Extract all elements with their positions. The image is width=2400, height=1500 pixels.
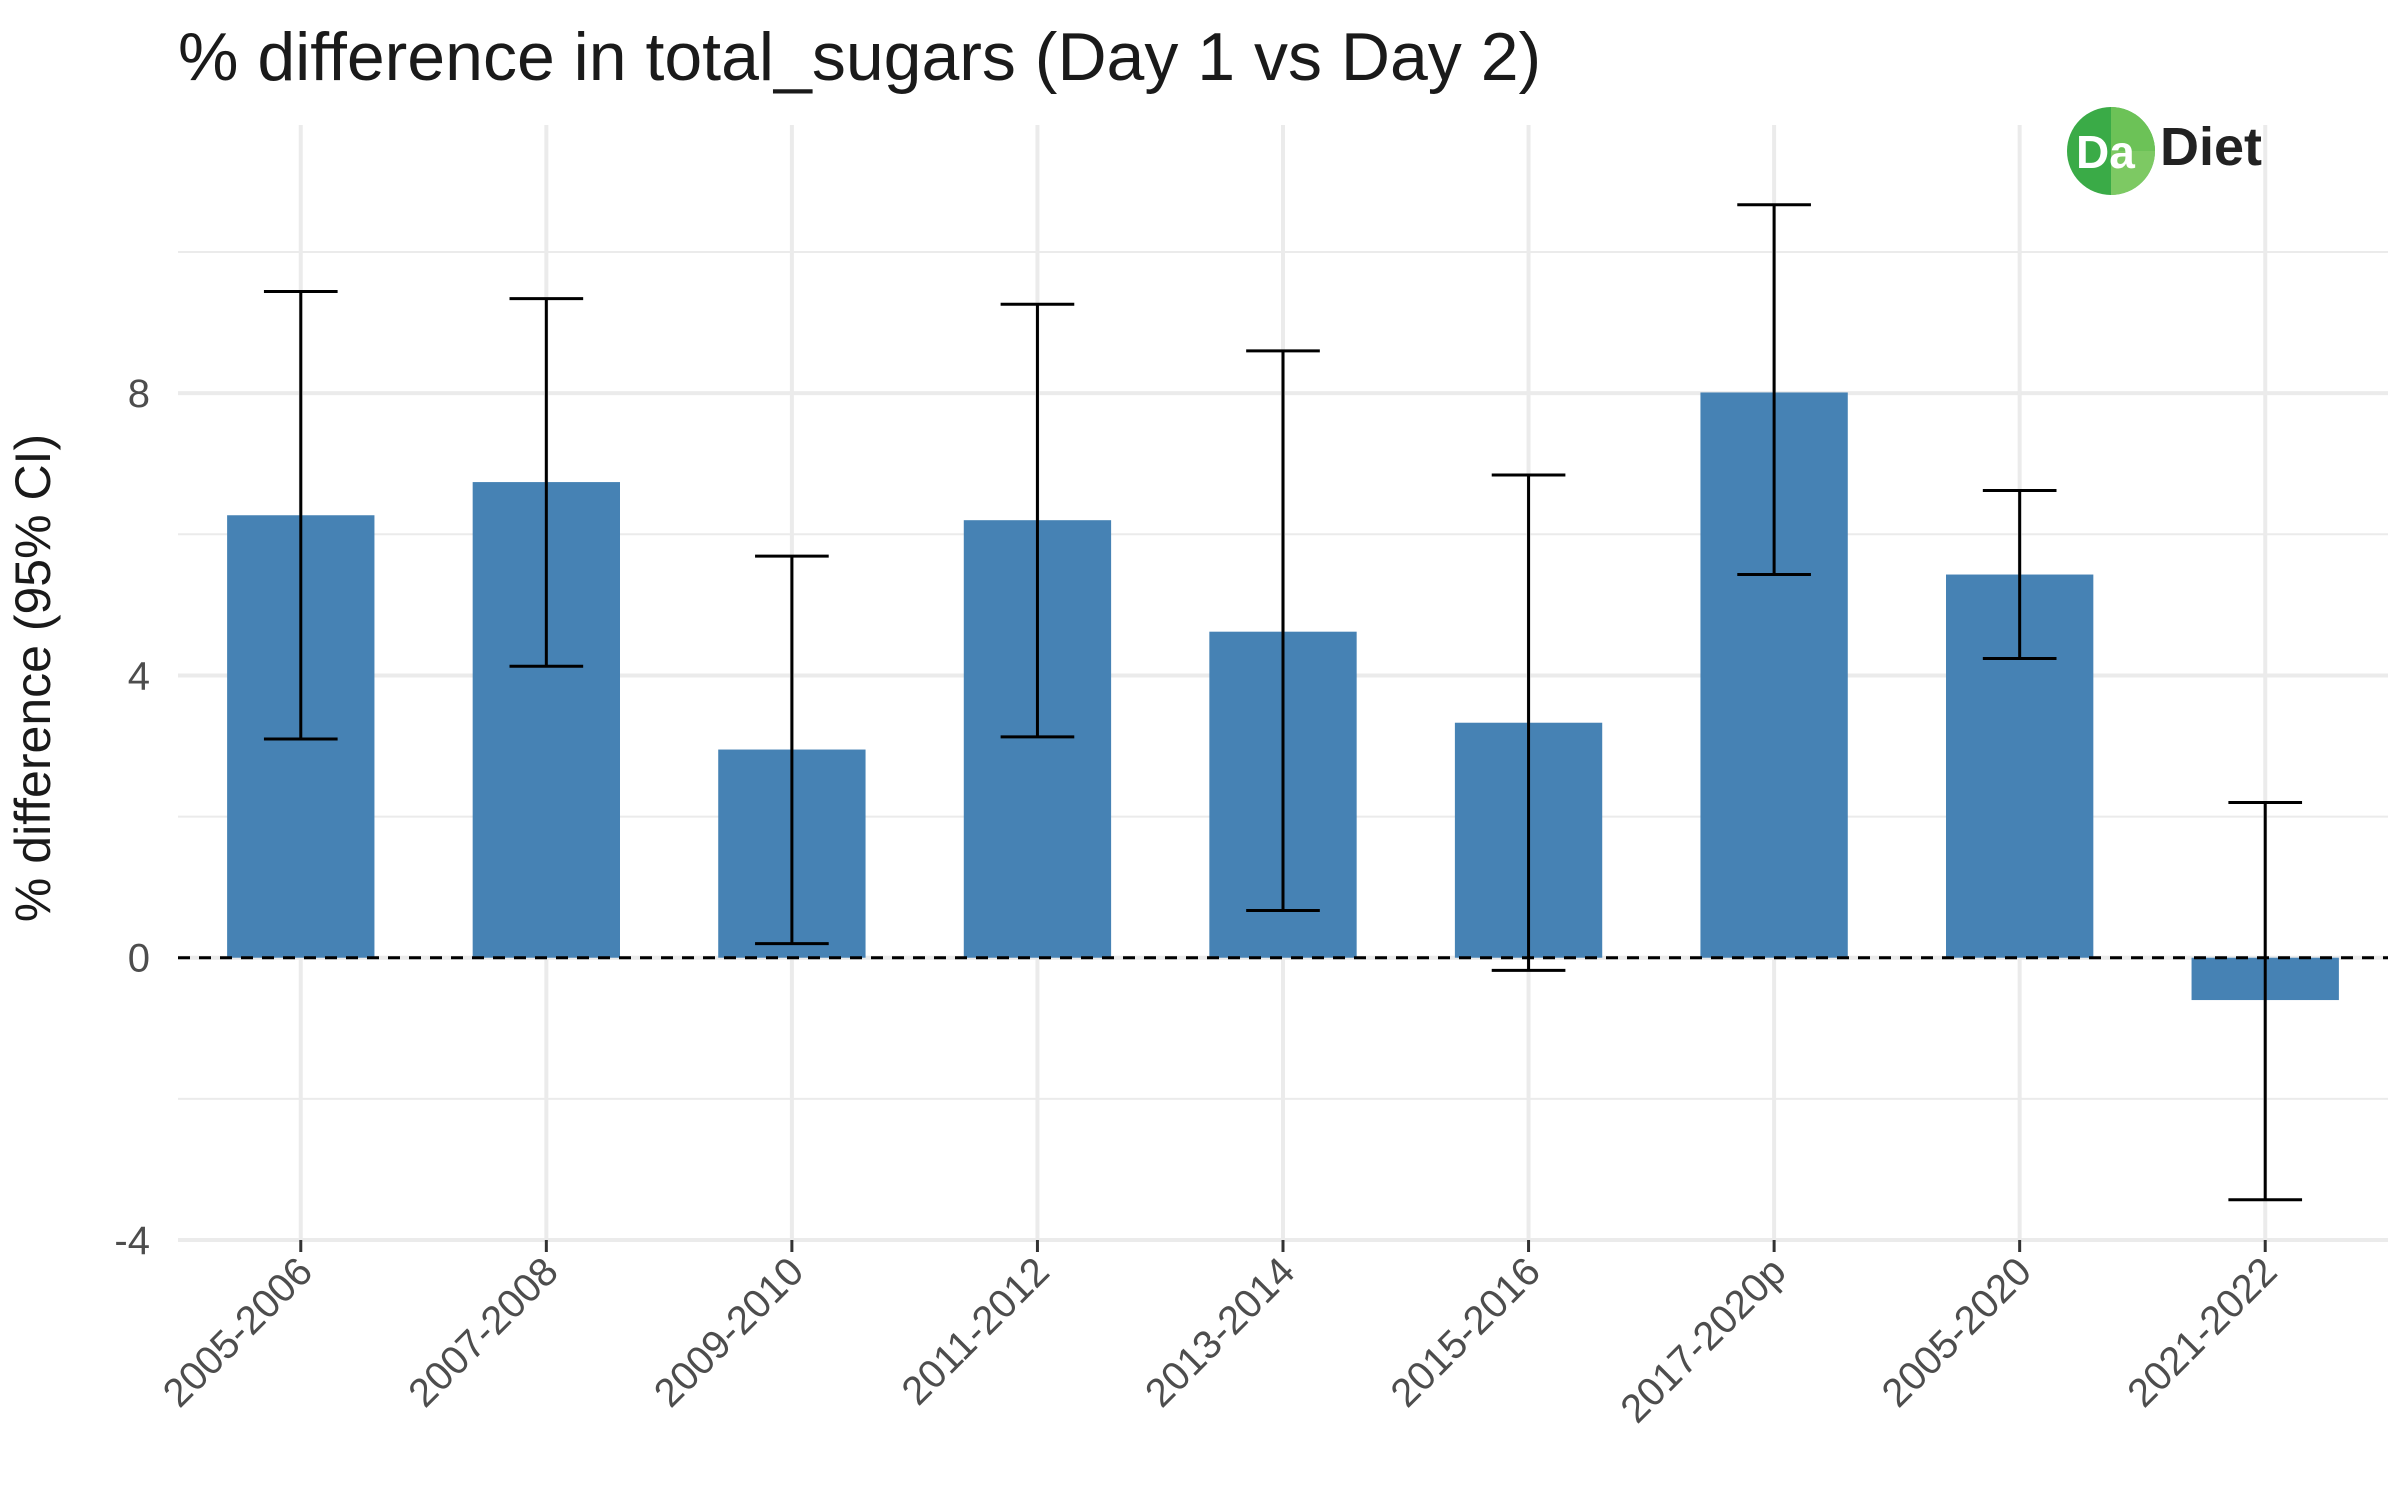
y-axis-ticks: -4 0 4 8 [114, 372, 150, 1263]
y-tick-label: 8 [128, 372, 150, 416]
logo-circle-icon: Da [2067, 107, 2155, 195]
x-tick-label: 2005-2020 [1874, 1249, 2040, 1415]
x-tick-label: 2005-2006 [155, 1249, 321, 1415]
errorbar-2011-2012 [1000, 302, 1075, 739]
y-tick-label: 4 [128, 654, 150, 698]
x-tick-label: 2013-2014 [1137, 1249, 1303, 1415]
errorbar-2017-2020p [1737, 203, 1811, 577]
dadiet-logo: Da Diet [2064, 104, 2274, 198]
y-tick-label: -4 [114, 1219, 150, 1263]
x-axis-ticks: 2005-2006 2007-2008 2009-2010 2011-2012 2013… [155, 1240, 2286, 1431]
error-bars [263, 203, 2303, 1202]
errorbar-2007-2008 [509, 297, 584, 668]
errorbar-2021-2022 [2228, 800, 2303, 1202]
errorbar-2015-2016 [1491, 473, 1566, 972]
x-tick-label: 2015-2016 [1383, 1249, 1549, 1415]
x-tick-label: 2017-2020p [1612, 1249, 1794, 1431]
logo-initials: Da [2076, 126, 2135, 178]
errorbar-2009-2010 [755, 554, 829, 946]
logo-word: Diet [2160, 117, 2263, 177]
errorbar-2013-2014 [1246, 349, 1320, 912]
x-tick-label: 2011-2012 [894, 1249, 1058, 1413]
x-tick-label: 2021-2022 [2119, 1249, 2285, 1415]
y-tick-label: 0 [128, 937, 150, 981]
y-axis-label: % difference (95% CI) [5, 434, 61, 922]
x-tick-label: 2009-2010 [646, 1249, 812, 1415]
errorbar-2005-2020 [1982, 489, 2057, 661]
errorbar-2005-2006 [263, 290, 338, 741]
chart-title: % difference in total_sugars (Day 1 vs D… [178, 19, 1542, 95]
x-tick-label: 2007-2008 [400, 1249, 566, 1415]
